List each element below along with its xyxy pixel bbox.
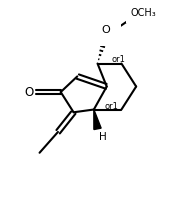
Text: or1: or1 <box>111 55 125 64</box>
Polygon shape <box>94 110 101 130</box>
Text: or1: or1 <box>105 102 119 111</box>
Text: H: H <box>99 132 107 142</box>
Text: OCH₃: OCH₃ <box>131 9 156 19</box>
Text: O: O <box>25 85 34 99</box>
Text: O: O <box>101 25 110 35</box>
